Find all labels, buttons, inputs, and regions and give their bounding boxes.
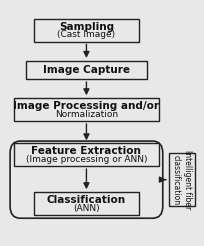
Text: Image Capture: Image Capture [43,65,129,75]
FancyBboxPatch shape [14,98,158,121]
Text: Sampling: Sampling [59,21,113,31]
FancyBboxPatch shape [26,61,146,79]
Text: Intelligent fiber
classification: Intelligent fiber classification [171,150,191,209]
Text: Classification: Classification [47,195,125,205]
FancyBboxPatch shape [34,19,138,42]
Text: (Image processing or ANN): (Image processing or ANN) [26,155,146,164]
Text: Normalization: Normalization [55,110,118,119]
FancyBboxPatch shape [34,192,138,215]
Text: Image Processing and/or: Image Processing and/or [13,101,159,111]
Text: Feature Extraction: Feature Extraction [31,146,141,156]
FancyBboxPatch shape [14,143,158,166]
Bar [168,153,194,206]
Text: (ANN): (ANN) [73,204,99,213]
Text: (Cast Image): (Cast Image) [57,30,115,39]
